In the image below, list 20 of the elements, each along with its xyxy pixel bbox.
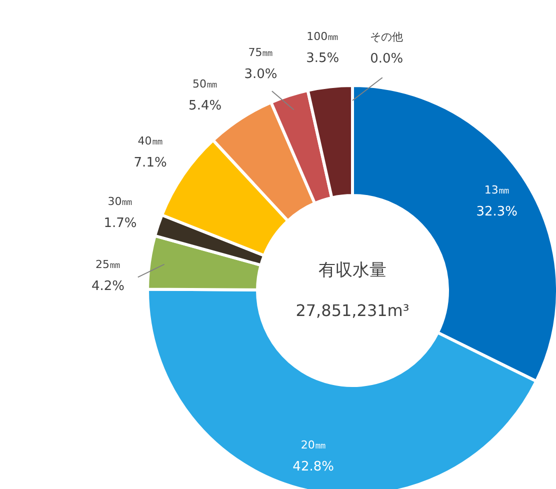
data-label: 32.3% bbox=[476, 204, 518, 220]
data-label: 4.2% bbox=[91, 278, 124, 294]
data-label: 1.7% bbox=[104, 216, 137, 232]
data-label: 3.5% bbox=[306, 50, 340, 66]
slice-label: 50㎜ bbox=[192, 77, 218, 90]
data-label: 42.8% bbox=[292, 459, 334, 474]
slice-label: 30㎜ bbox=[108, 195, 133, 208]
slice-label: 25㎜ bbox=[95, 258, 120, 271]
slice-label: 40㎜ bbox=[138, 134, 163, 148]
data-label: 5.4% bbox=[188, 98, 222, 114]
data-label: 7.1% bbox=[134, 156, 167, 171]
slice-label: 13㎜ bbox=[484, 183, 510, 196]
slice-label: 20㎜ bbox=[300, 438, 326, 452]
slice-label: 100㎜ bbox=[306, 30, 339, 43]
text: 有収水量 bbox=[318, 260, 386, 280]
text: 0.0% bbox=[370, 51, 404, 66]
text: 27,851,231m³ bbox=[296, 301, 410, 320]
category-label: その他 bbox=[370, 30, 404, 44]
slice-label: 75㎜ bbox=[248, 46, 274, 59]
data-label: 3.0% bbox=[244, 66, 278, 82]
